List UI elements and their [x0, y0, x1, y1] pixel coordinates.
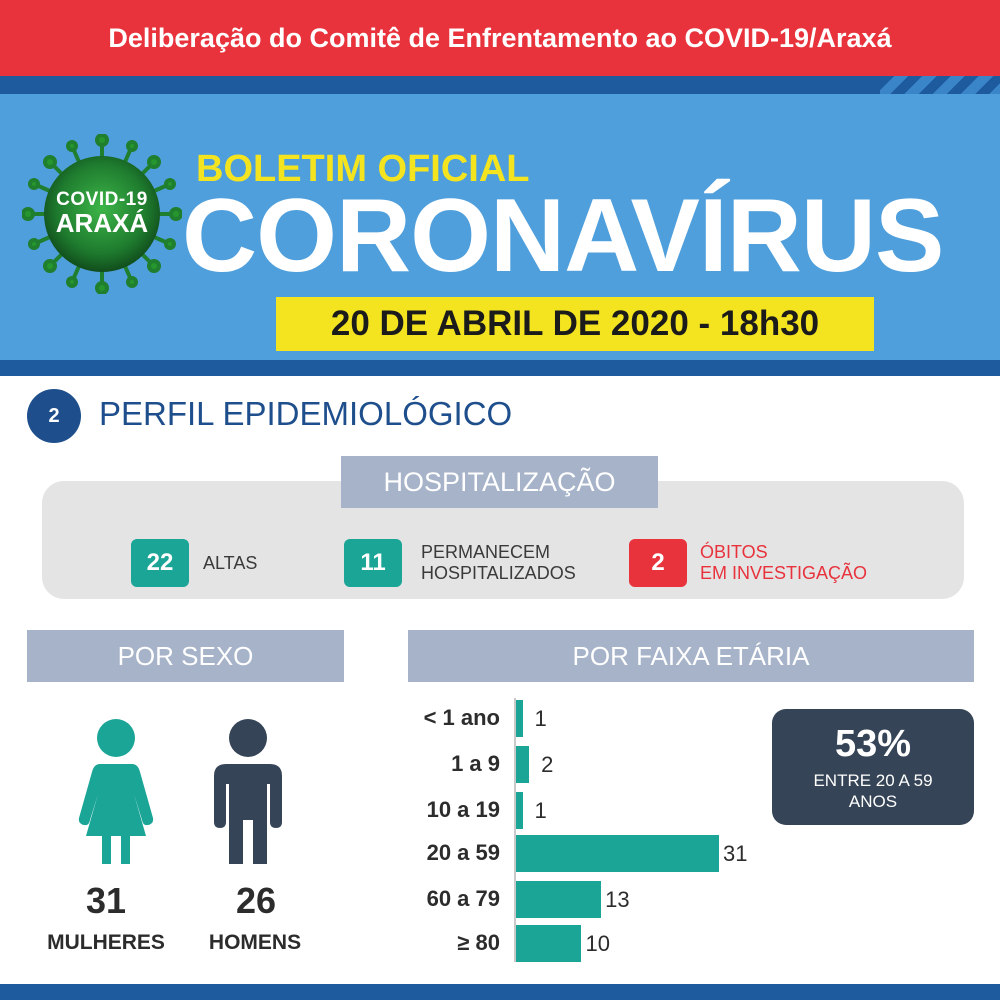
virus-badge-text: COVID-19 ARAXÁ	[22, 134, 182, 294]
age-group-label: 10 a 19	[426, 797, 500, 822]
stat-deaths-label: ÓBITOS EM INVESTIGAÇÃO	[700, 542, 868, 583]
men-count: 26	[235, 880, 277, 921]
header: COVID-19 ARAXÁ BOLETIM OFICIAL CORONAVÍR…	[0, 76, 1000, 376]
age-chart-axis	[514, 698, 516, 962]
age-bar-value: 10	[585, 931, 610, 956]
date-banner: 20 DE ABRIL DE 2020 - 18h30	[276, 297, 874, 351]
age-bar	[516, 746, 530, 783]
women-label: MULHERES	[47, 931, 165, 954]
age-bar	[516, 835, 719, 872]
highlight-value: 53%	[834, 723, 912, 765]
age-bar	[516, 792, 523, 829]
stat-discharged-label: ALTAS	[203, 553, 258, 573]
hospitalization-tab: HOSPITALIZAÇÃO	[341, 456, 658, 508]
age-group-label: 20 a 59	[426, 840, 500, 865]
header-stripes	[880, 76, 1000, 94]
subtitle: BOLETIM OFICIAL	[196, 148, 530, 190]
stat-hospitalized-label: PERMANECEM HOSPITALIZADOS	[421, 542, 576, 583]
age-bar	[516, 700, 523, 737]
women-count: 31	[85, 880, 127, 921]
age-group-label: 1 a 9	[451, 751, 500, 776]
top-banner: Deliberação do Comitê de Enfrentamento a…	[0, 0, 1000, 76]
badge-line2: ARAXÁ	[55, 208, 149, 239]
section-number: 2	[27, 389, 81, 443]
woman-icon	[78, 718, 154, 871]
badge-line1: COVID-19	[56, 189, 148, 211]
by-age-tab: POR FAIXA ETÁRIA	[408, 630, 974, 682]
age-group-label: ≥ 80	[457, 930, 500, 955]
age-bar-value: 1	[534, 798, 547, 823]
stat-discharged-value: 22	[131, 539, 189, 587]
age-bar-value: 2	[541, 752, 554, 777]
man-icon	[212, 718, 284, 871]
age-bar	[516, 925, 582, 962]
stat-deaths-value: 2	[629, 539, 687, 587]
highlight-description: ENTRE 20 A 59 ANOS	[813, 771, 933, 811]
age-bar-value: 1	[534, 706, 547, 731]
stat-hospitalized-value: 11	[344, 539, 402, 587]
by-sex-tab: POR SEXO	[27, 630, 344, 682]
age-group-label: < 1 ano	[423, 705, 500, 730]
men-label: HOMENS	[208, 931, 302, 954]
age-group-label: 60 a 79	[426, 886, 500, 911]
age-bar-value: 31	[723, 841, 748, 866]
page-title: CORONAVÍRUS	[182, 178, 944, 294]
highlight-box: 53% ENTRE 20 A 59 ANOS	[772, 709, 974, 825]
age-bar	[516, 881, 602, 918]
age-bar-value: 13	[605, 887, 630, 912]
bottom-bar	[0, 984, 1000, 1000]
header-panel: COVID-19 ARAXÁ BOLETIM OFICIAL CORONAVÍR…	[0, 94, 1000, 360]
section-title: PERFIL EPIDEMIOLÓGICO	[99, 395, 513, 432]
virus-icon: COVID-19 ARAXÁ	[21, 133, 183, 295]
